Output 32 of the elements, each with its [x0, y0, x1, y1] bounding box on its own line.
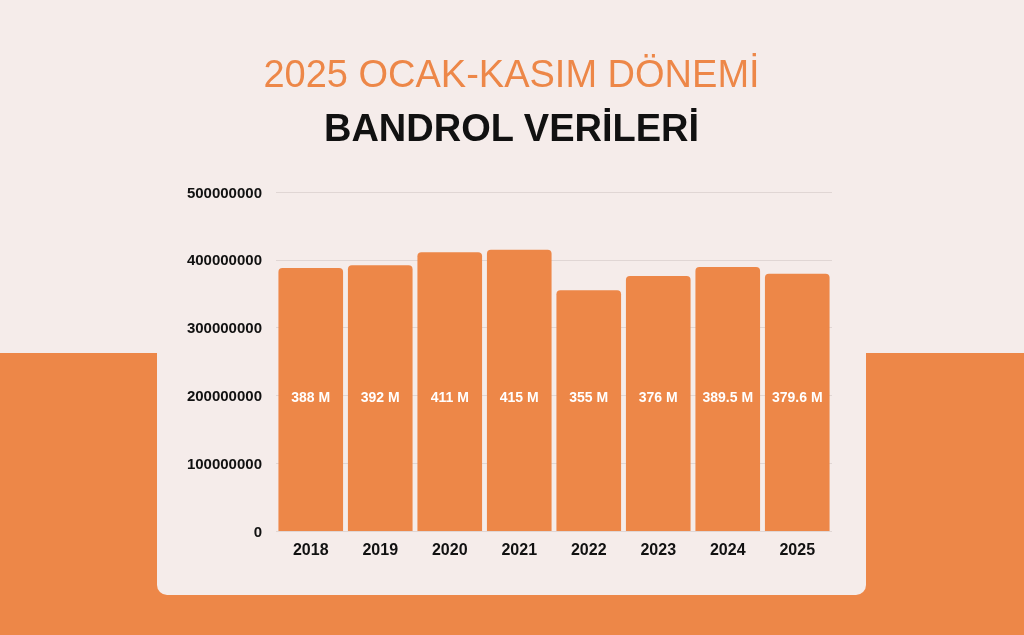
chart-subtitle: BANDROL VERİLERİ — [323, 107, 700, 149]
x-tick-label: 2018 — [292, 540, 329, 558]
data-label: 379.6 M — [771, 389, 823, 405]
x-tick-label: 2020 — [431, 540, 468, 558]
bar — [556, 290, 622, 531]
bar — [625, 276, 691, 531]
x-tick-label: 2024 — [709, 540, 746, 558]
y-tick-label: 200000000 — [186, 386, 262, 404]
data-label: 392 M — [360, 389, 400, 405]
chart-title: 2025 OCAK-KASIM DÖNEMİ — [263, 53, 760, 95]
data-label: 355 M — [569, 389, 609, 405]
data-label: 376 M — [638, 389, 678, 405]
x-tick-label: 2021 — [501, 540, 538, 558]
x-tick-label: 2022 — [570, 540, 607, 558]
x-tick-label: 2023 — [640, 540, 677, 558]
bar — [278, 267, 344, 531]
bar — [347, 265, 413, 531]
x-tick-label: 2025 — [779, 540, 816, 558]
data-label: 415 M — [499, 389, 539, 405]
data-label: 389.5 M — [702, 389, 754, 405]
bar — [695, 266, 761, 531]
y-tick-label: 500000000 — [186, 183, 262, 201]
y-tick-label: 300000000 — [186, 319, 262, 337]
bar — [486, 249, 552, 531]
y-tick-label: 0 — [253, 522, 262, 540]
x-tick-label: 2019 — [362, 540, 399, 558]
data-label: 388 M — [291, 389, 331, 405]
bar — [764, 273, 830, 531]
y-tick-label: 400000000 — [186, 251, 262, 269]
bar — [417, 252, 483, 531]
data-label: 411 M — [430, 389, 469, 405]
y-tick-label: 100000000 — [186, 454, 262, 472]
